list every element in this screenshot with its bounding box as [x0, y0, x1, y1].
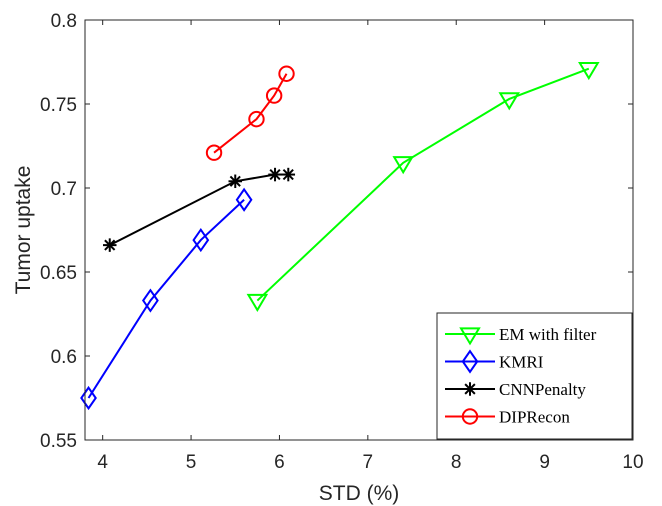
- triangle-marker: [498, 92, 521, 111]
- diamond-marker: [141, 288, 159, 313]
- circle-marker: [248, 110, 265, 128]
- legend: EM with filter KMRI CNNPenalty DIPRecon: [436, 312, 633, 440]
- series-line: [213, 73, 288, 154]
- asterisk-marker: [102, 238, 117, 252]
- triangle-marker: [459, 327, 481, 346]
- axis-ticks: 4 5 6 7 8 9 10 0.55 0.6 0.65 0.7 0.75 0.8: [40, 11, 644, 473]
- legend-item: KMRI: [445, 349, 544, 374]
- axes-box: [84, 19, 634, 441]
- y-tick-label: 0.6: [51, 347, 77, 368]
- triangle-marker: [392, 156, 414, 175]
- series-line: [109, 173, 289, 247]
- x-tick-label: 6: [274, 452, 285, 473]
- diamond-marker: [461, 349, 479, 374]
- circle-marker: [265, 87, 283, 104]
- series-line: [87, 199, 245, 399]
- x-axis-label: STD (%): [319, 482, 400, 505]
- y-tick-label: 0.8: [51, 11, 77, 32]
- diamond-marker: [235, 187, 253, 212]
- y-axis-label: Tumor uptake: [12, 166, 35, 295]
- series-line: [256, 67, 590, 302]
- circle-marker: [205, 144, 223, 161]
- x-tick-label: 8: [451, 452, 462, 473]
- x-tick-label: 5: [186, 452, 197, 473]
- y-tick-label: 0.75: [40, 95, 77, 116]
- legend-item: DIPRecon: [445, 408, 570, 427]
- x-tick-label: 9: [539, 452, 550, 473]
- y-tick-label: 0.65: [40, 263, 77, 284]
- x-tick-label: 7: [363, 452, 374, 473]
- diamond-marker: [192, 227, 210, 253]
- y-tick-label: 0.55: [40, 431, 77, 452]
- diamond-marker: [80, 385, 97, 411]
- legend-label: CNNPenalty: [499, 380, 586, 399]
- circle-marker: [461, 408, 479, 425]
- y-tick-label: 0.7: [51, 179, 77, 200]
- legend-label: EM with filter: [499, 325, 597, 344]
- asterisk-marker: [228, 174, 243, 189]
- triangle-marker: [578, 62, 600, 81]
- circle-marker: [278, 65, 295, 82]
- legend-item: CNNPenalty: [445, 380, 586, 399]
- asterisk-marker: [281, 167, 296, 182]
- asterisk-marker: [463, 382, 477, 396]
- triangle-marker: [246, 293, 269, 312]
- legend-label: DIPRecon: [499, 408, 570, 427]
- x-tick-label: 4: [97, 452, 108, 473]
- series-lines: [87, 67, 590, 399]
- x-tick-label: 10: [622, 452, 643, 473]
- legend-item: EM with filter: [445, 325, 597, 346]
- legend-label: KMRI: [499, 353, 544, 372]
- series-markers: [80, 62, 600, 411]
- asterisk-marker: [268, 167, 282, 182]
